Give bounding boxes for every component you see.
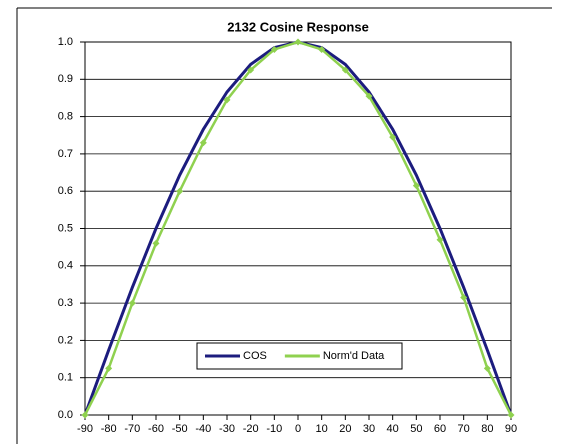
data-marker — [270, 45, 278, 53]
y-tick-label: 0.0 — [58, 409, 73, 421]
x-tick-label: 80 — [481, 423, 493, 435]
x-tick-label: 20 — [339, 423, 351, 435]
data-marker — [247, 66, 255, 74]
data-marker — [436, 236, 444, 244]
y-tick-label: 0.3 — [58, 297, 73, 309]
y-tick-label: 0.8 — [58, 111, 73, 123]
x-tick-label: 50 — [410, 423, 422, 435]
y-tick-label: 0.5 — [58, 222, 73, 234]
data-marker — [81, 411, 89, 419]
data-marker — [294, 38, 302, 46]
x-tick-label: 90 — [505, 423, 517, 435]
x-tick-label: 30 — [363, 423, 375, 435]
x-tick-label: 10 — [316, 423, 328, 435]
data-marker — [460, 294, 468, 302]
data-marker — [105, 364, 113, 372]
x-tick-label: -20 — [243, 423, 259, 435]
legend-label: COS — [243, 350, 267, 362]
x-tick-label: 0 — [295, 423, 301, 435]
data-marker — [507, 411, 515, 419]
y-tick-label: 0.4 — [58, 260, 73, 272]
data-marker — [199, 139, 207, 147]
data-marker — [176, 187, 184, 195]
y-tick-label: 0.2 — [58, 334, 73, 346]
x-tick-label: 70 — [458, 423, 470, 435]
x-tick-label: -30 — [219, 423, 235, 435]
data-marker — [223, 96, 231, 104]
data-marker — [318, 45, 326, 53]
x-tick-label: -80 — [101, 423, 117, 435]
x-tick-label: -90 — [77, 423, 93, 435]
data-marker — [389, 133, 397, 141]
x-tick-label: -70 — [124, 423, 140, 435]
y-tick-label: 0.1 — [58, 372, 73, 384]
y-tick-label: 0.7 — [58, 148, 73, 160]
data-marker — [365, 92, 373, 100]
data-marker — [412, 182, 420, 190]
data-marker — [128, 299, 136, 307]
x-tick-label: -60 — [148, 423, 164, 435]
x-tick-label: -40 — [195, 423, 211, 435]
y-tick-label: 0.9 — [58, 73, 73, 85]
x-tick-label: 40 — [387, 423, 399, 435]
x-tick-label: 60 — [434, 423, 446, 435]
data-marker — [483, 364, 491, 372]
y-tick-label: 1.0 — [58, 36, 73, 48]
data-marker — [152, 239, 160, 247]
chart-title: 2132 Cosine Response — [227, 19, 369, 34]
data-marker — [341, 66, 349, 74]
x-tick-label: -50 — [172, 423, 188, 435]
x-tick-label: -10 — [266, 423, 282, 435]
legend-label: Norm'd Data — [323, 350, 385, 362]
y-tick-label: 0.6 — [58, 185, 73, 197]
